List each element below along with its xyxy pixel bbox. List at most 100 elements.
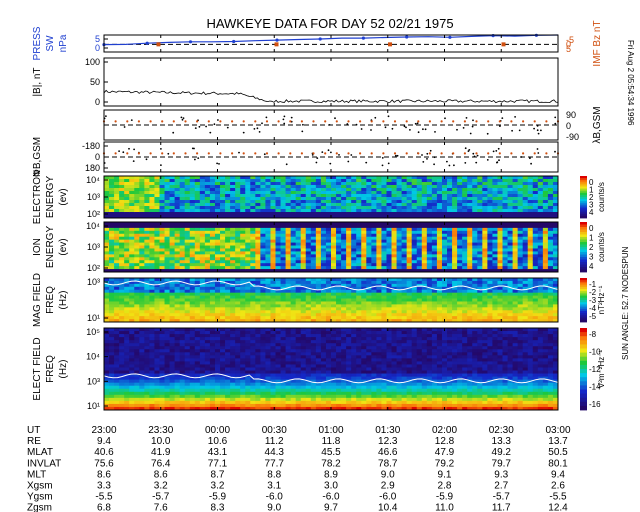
heat-cell bbox=[542, 269, 549, 273]
heat-cell bbox=[109, 292, 115, 296]
heat-cell bbox=[341, 200, 347, 204]
heat-cell bbox=[240, 310, 246, 314]
heat-cell bbox=[396, 176, 403, 180]
y-tick-label: 0 bbox=[95, 152, 100, 162]
heat-cell bbox=[240, 209, 246, 213]
heat-cell bbox=[159, 176, 165, 180]
heat-cell bbox=[144, 319, 150, 323]
heat-cell bbox=[265, 310, 271, 314]
heat-cell bbox=[497, 227, 503, 232]
angle-point bbox=[530, 162, 532, 165]
heat-cell bbox=[310, 224, 317, 229]
heat-cell bbox=[194, 203, 201, 207]
heat-cell bbox=[315, 278, 322, 282]
heat-cell bbox=[426, 224, 433, 229]
heat-cell bbox=[542, 227, 549, 232]
heat-cell bbox=[552, 224, 559, 229]
heat-cell bbox=[154, 406, 160, 411]
angle-point bbox=[181, 118, 184, 121]
heat-cell bbox=[421, 292, 428, 296]
heat-cell bbox=[492, 185, 498, 189]
heat-cell bbox=[497, 179, 503, 183]
heat-cell bbox=[124, 319, 130, 323]
heat-cell bbox=[119, 245, 125, 249]
heat-cell bbox=[139, 355, 145, 359]
heat-cell bbox=[441, 248, 448, 252]
heat-cell bbox=[522, 301, 529, 305]
heat-cell bbox=[315, 266, 322, 270]
heat-cell bbox=[472, 200, 478, 204]
imf-angle-point bbox=[184, 120, 187, 123]
heat-cell bbox=[325, 245, 332, 249]
heat-cell bbox=[431, 179, 438, 183]
heat-cell bbox=[295, 257, 302, 261]
heat-cell bbox=[376, 239, 382, 243]
heat-cell bbox=[502, 182, 508, 186]
heat-cell bbox=[290, 197, 297, 201]
heat-cell bbox=[552, 236, 559, 241]
heat-cell bbox=[119, 352, 125, 356]
heat-cell bbox=[411, 206, 418, 210]
heat-cell bbox=[109, 191, 115, 195]
heat-cell bbox=[139, 206, 145, 210]
heat-cell bbox=[134, 278, 140, 282]
heat-cell bbox=[129, 182, 135, 186]
heat-cell bbox=[457, 313, 463, 317]
heat-cell bbox=[275, 182, 281, 186]
heat-cell bbox=[199, 260, 206, 264]
heat-cell bbox=[336, 227, 342, 232]
heat-cell bbox=[164, 233, 170, 238]
heat-cell bbox=[164, 334, 170, 338]
heat-cell bbox=[467, 269, 473, 273]
heat-cell bbox=[265, 191, 271, 195]
heat-cell bbox=[179, 307, 186, 311]
heat-cell bbox=[406, 269, 413, 273]
heat-cell bbox=[204, 298, 211, 302]
imf-angle-point bbox=[440, 120, 443, 123]
heat-cell bbox=[139, 394, 145, 399]
heat-cell bbox=[452, 251, 458, 255]
heat-cell bbox=[240, 295, 246, 299]
heat-cell bbox=[522, 242, 529, 246]
heat-cell bbox=[416, 263, 423, 267]
heat-cell bbox=[114, 179, 120, 183]
heat-cell bbox=[124, 248, 130, 252]
heat-cell bbox=[169, 254, 176, 258]
heat-cell bbox=[295, 269, 302, 273]
heat-cell bbox=[381, 239, 387, 243]
heat-cell bbox=[280, 236, 286, 241]
heat-cell bbox=[396, 301, 403, 305]
heat-cell bbox=[295, 278, 302, 282]
heat-cell bbox=[189, 319, 196, 323]
heat-cell bbox=[114, 304, 120, 308]
heat-cell bbox=[260, 245, 266, 249]
heat-cell bbox=[452, 230, 458, 235]
heat-cell bbox=[547, 313, 554, 317]
heat-cell bbox=[336, 236, 342, 241]
heat-cell bbox=[482, 269, 488, 273]
heat-cell bbox=[305, 212, 312, 216]
heat-cell bbox=[441, 316, 448, 320]
heat-cell bbox=[144, 364, 150, 368]
heat-cell bbox=[391, 191, 397, 195]
heat-cell bbox=[517, 222, 524, 226]
heat-cell bbox=[376, 203, 382, 207]
heat-cell bbox=[139, 343, 145, 347]
heat-cell bbox=[139, 266, 145, 270]
heat-cell bbox=[214, 266, 221, 270]
heat-cell bbox=[184, 236, 191, 241]
heat-cell bbox=[452, 286, 458, 291]
heat-cell bbox=[532, 188, 539, 192]
heat-cell bbox=[341, 280, 347, 285]
heat-cell bbox=[134, 176, 140, 180]
heat-cell bbox=[104, 251, 110, 255]
right-tick-label: 5 bbox=[566, 44, 571, 54]
heat-cell bbox=[149, 227, 155, 232]
colorbar-cell bbox=[580, 184, 587, 187]
heat-cell bbox=[295, 227, 302, 232]
heat-cell bbox=[114, 385, 120, 390]
heat-cell bbox=[119, 406, 125, 411]
heat-cell bbox=[351, 182, 357, 186]
heat-cell bbox=[406, 212, 413, 216]
heat-cell bbox=[199, 286, 206, 291]
